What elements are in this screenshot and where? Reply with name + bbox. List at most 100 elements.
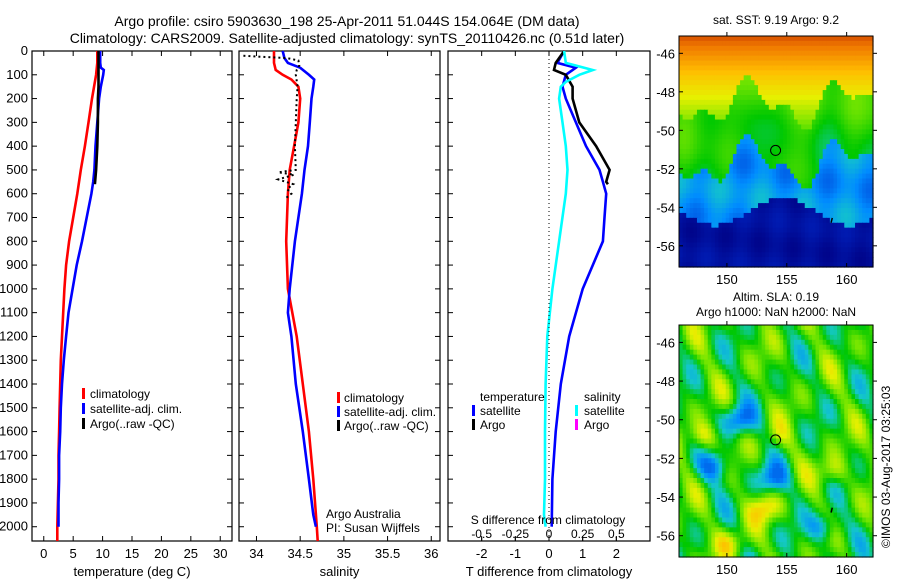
heatmap-cell	[751, 228, 755, 234]
heatmap-cell	[812, 233, 816, 239]
heatmap-cell	[812, 46, 816, 52]
heatmap-cell	[859, 154, 863, 160]
heatmap-cell	[722, 51, 726, 57]
heatmap-cell	[701, 85, 705, 91]
heatmap-cell	[722, 409, 726, 415]
heatmap-cell	[812, 439, 816, 445]
heatmap-cell	[758, 247, 762, 253]
heatmap-cell	[794, 159, 798, 165]
heatmap-cell	[798, 90, 802, 96]
heatmap-cell	[851, 95, 855, 101]
heatmap-cell	[704, 61, 708, 67]
heatmap-cell	[697, 330, 701, 336]
heatmap-cell	[733, 503, 737, 509]
heatmap-cell	[711, 174, 715, 180]
heatmap-cell	[769, 105, 773, 111]
heatmap-cell	[697, 115, 701, 121]
heatmap-cell	[866, 154, 870, 160]
heatmap-cell	[848, 169, 852, 175]
heatmap-cell	[790, 409, 794, 415]
heatmap-cell	[823, 115, 827, 121]
heatmap-cell	[719, 193, 723, 199]
heatmap-cell	[798, 478, 802, 484]
heatmap-cell	[744, 188, 748, 194]
heatmap-cell	[704, 345, 708, 351]
heatmap-cell	[790, 115, 794, 121]
heatmap-cell	[808, 355, 812, 361]
heatmap-cell	[808, 252, 812, 258]
heatmap-cell	[762, 330, 766, 336]
heatmap-cell	[851, 478, 855, 484]
heatmap-cell	[833, 174, 837, 180]
heatmap-cell	[722, 360, 726, 366]
heatmap-cell	[819, 414, 823, 420]
heatmap-cell	[787, 379, 791, 385]
heatmap-cell	[819, 473, 823, 479]
heatmap-cell	[690, 419, 694, 425]
y-tick-label: -50	[656, 123, 675, 138]
heatmap-cell	[758, 335, 762, 341]
heatmap-cell	[823, 335, 827, 341]
heatmap-cell	[704, 198, 708, 204]
heatmap-cell	[733, 473, 737, 479]
heatmap-cell	[769, 164, 773, 170]
heatmap-cell	[848, 419, 852, 425]
heatmap-cell	[693, 399, 697, 405]
heatmap-cell	[833, 458, 837, 464]
heatmap-cell	[844, 419, 848, 425]
heatmap-cell	[783, 61, 787, 67]
heatmap-cell	[855, 115, 859, 121]
heatmap-cell	[679, 458, 683, 464]
heatmap-cell	[819, 100, 823, 106]
heatmap-cell	[683, 56, 687, 62]
heatmap-cell	[744, 389, 748, 395]
heatmap-cell	[826, 394, 830, 400]
heatmap-cell	[855, 179, 859, 185]
heatmap-cell	[733, 228, 737, 234]
heatmap-cell	[851, 144, 855, 150]
heatmap-cell	[866, 247, 870, 253]
heatmap-cell	[772, 90, 776, 96]
heatmap-cell	[808, 468, 812, 474]
heatmap-cell	[683, 414, 687, 420]
heatmap-cell	[683, 188, 687, 194]
heatmap-cell	[701, 394, 705, 400]
heatmap-cell	[837, 513, 841, 519]
heatmap-cell	[715, 488, 719, 494]
heatmap-cell	[733, 394, 737, 400]
heatmap-cell	[747, 228, 751, 234]
heatmap-cell	[765, 419, 769, 425]
heatmap-cell	[801, 439, 805, 445]
heatmap-cell	[704, 85, 708, 91]
heatmap-cell	[686, 448, 690, 454]
heatmap-cell	[769, 503, 773, 509]
heatmap-cell	[751, 51, 755, 57]
heatmap-cell	[726, 154, 730, 160]
heatmap-cell	[719, 85, 723, 91]
heatmap-cell	[701, 414, 705, 420]
heatmap-cell	[787, 325, 791, 331]
heatmap-cell	[729, 139, 733, 145]
heatmap-cell	[780, 124, 784, 130]
heatmap-cell	[708, 522, 712, 528]
heatmap-cell	[772, 56, 776, 62]
heatmap-cell	[765, 518, 769, 524]
heatmap-cell	[740, 218, 744, 224]
heatmap-cell	[769, 483, 773, 489]
heatmap-cell	[844, 374, 848, 380]
heatmap-cell	[812, 508, 816, 514]
heatmap-cell	[841, 238, 845, 244]
heatmap-cell	[801, 164, 805, 170]
heatmap-cell	[733, 257, 737, 263]
heatmap-cell	[744, 203, 748, 209]
heatmap-cell	[826, 424, 830, 430]
heatmap-cell	[780, 238, 784, 244]
heatmap-cell	[808, 134, 812, 140]
heatmap-cell	[762, 355, 766, 361]
heatmap-cell	[812, 159, 816, 165]
heatmap-cell	[855, 238, 859, 244]
heatmap-cell	[833, 70, 837, 76]
heatmap-cell	[848, 110, 852, 116]
heatmap-cell	[776, 429, 780, 435]
heatmap-cell	[769, 473, 773, 479]
